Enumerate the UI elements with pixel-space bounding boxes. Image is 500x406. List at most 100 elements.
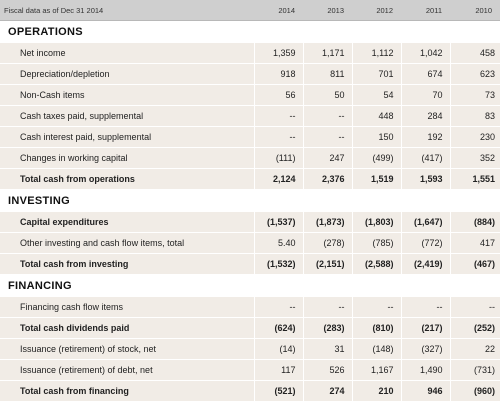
row-value: 1,359 — [253, 42, 303, 64]
table-row: Changes in working capital (111) 247 (499)(… — [0, 147, 500, 169]
row-value: 274 — [302, 380, 352, 402]
section-title: OPERATIONS — [0, 20, 500, 43]
row-value: (1,647) — [400, 211, 450, 233]
row-value: 1,167 — [351, 359, 401, 381]
row-value: 946 — [400, 380, 450, 402]
row-value: (467) — [449, 253, 500, 275]
section-title: FINANCING — [0, 274, 500, 297]
row-value: 623 — [449, 63, 500, 85]
table-row: Capital expenditures (1,537) (1,873) (1,803… — [0, 211, 500, 233]
row-value: 448 — [351, 105, 401, 127]
row-value: (884) — [449, 211, 500, 233]
row-value: (417) — [400, 147, 450, 169]
row-value: 701 — [351, 63, 401, 85]
row-value: 50 — [302, 84, 352, 106]
row-value: 1,593 — [400, 168, 450, 190]
table-row: Issuance (retirement) of stock, net (14) 3… — [0, 338, 500, 360]
row-value: (14) — [253, 338, 303, 360]
year-header: 2011 — [401, 0, 450, 21]
row-value: (111) — [253, 147, 303, 169]
row-value: 70 — [400, 84, 450, 106]
row-value: 674 — [400, 63, 450, 85]
row-value: 31 — [302, 338, 352, 360]
row-value: (2,151) — [302, 253, 352, 275]
row-value: 2,376 — [302, 168, 352, 190]
table-row: Cash interest paid, supplemental -- -- 150 1… — [0, 126, 500, 148]
row-value: 56 — [253, 84, 303, 106]
row-value: 1,490 — [400, 359, 450, 381]
row-value: 247 — [302, 147, 352, 169]
row-value: 117 — [253, 359, 303, 381]
row-value: (810) — [351, 317, 401, 339]
header-row: Fiscal data as of Dec 31 2014 2014 2013 … — [0, 0, 500, 21]
row-value: (217) — [400, 317, 450, 339]
row-value: 83 — [449, 105, 500, 127]
row-label: Total cash from financing — [0, 380, 254, 402]
row-label: Net income — [0, 42, 254, 64]
table-row: Cash taxes paid, supplemental -- -- 448 284 8… — [0, 105, 500, 127]
row-value: -- — [302, 105, 352, 127]
row-value: (278) — [302, 232, 352, 254]
table-row: Financing cash flow items -- -- -- -- -- — [0, 296, 500, 318]
row-value: -- — [253, 126, 303, 148]
row-value: (1,873) — [302, 211, 352, 233]
row-value: (327) — [400, 338, 450, 360]
section-header: FINANCING — [0, 274, 500, 297]
row-value: -- — [449, 296, 500, 318]
table-row: Net income 1,359 1,171 1,112 1,042 458 — [0, 42, 500, 64]
section-header: INVESTING — [0, 189, 500, 212]
row-value: -- — [302, 296, 352, 318]
row-value: 210 — [351, 380, 401, 402]
table-row: Total cash from operations 2,124 2,376 1,51… — [0, 168, 500, 190]
table-row: Total cash dividends paid (624) (283) (810)… — [0, 317, 500, 339]
row-label: Financing cash flow items — [0, 296, 254, 318]
row-value: 2,124 — [253, 168, 303, 190]
row-value: (960) — [449, 380, 500, 402]
year-header: 2013 — [303, 0, 352, 21]
row-label: Capital expenditures — [0, 211, 254, 233]
year-header: 2012 — [352, 0, 401, 21]
row-value: (624) — [253, 317, 303, 339]
year-header: 2010 — [450, 0, 500, 21]
row-label: Depreciation/depletion — [0, 63, 254, 85]
row-value: 458 — [449, 42, 500, 64]
row-value: 73 — [449, 84, 500, 106]
row-value: 526 — [302, 359, 352, 381]
row-value: 22 — [449, 338, 500, 360]
row-value: 5.40 — [253, 232, 303, 254]
row-label: Other investing and cash flow items, tot… — [0, 232, 254, 254]
row-value: -- — [351, 296, 401, 318]
section-title: INVESTING — [0, 189, 500, 212]
row-value: (1,537) — [253, 211, 303, 233]
row-value: -- — [253, 105, 303, 127]
table-row: Issuance (retirement) of debt, net 117 526… — [0, 359, 500, 381]
row-value: 918 — [253, 63, 303, 85]
row-value: (731) — [449, 359, 500, 381]
row-value: (499) — [351, 147, 401, 169]
row-value: 150 — [351, 126, 401, 148]
row-value: (785) — [351, 232, 401, 254]
row-value: 192 — [400, 126, 450, 148]
row-value: 230 — [449, 126, 500, 148]
row-value: -- — [253, 296, 303, 318]
table-row: Non-Cash items 56 50 54 70 73 — [0, 84, 500, 106]
row-value: 1,171 — [302, 42, 352, 64]
row-value: (1,532) — [253, 253, 303, 275]
row-label: Changes in working capital — [0, 147, 254, 169]
row-value: (2,588) — [351, 253, 401, 275]
year-header: 2014 — [254, 0, 303, 21]
row-value: (283) — [302, 317, 352, 339]
row-value: 1,112 — [351, 42, 401, 64]
row-value: (772) — [400, 232, 450, 254]
row-label: Cash interest paid, supplemental — [0, 126, 254, 148]
row-value: 1,042 — [400, 42, 450, 64]
row-value: (252) — [449, 317, 500, 339]
row-value: 1,519 — [351, 168, 401, 190]
fiscal-date-label: Fiscal data as of Dec 31 2014 — [0, 0, 254, 21]
table-row: Total cash from investing (1,532) (2,151)(… — [0, 253, 500, 275]
row-label: Total cash dividends paid — [0, 317, 254, 339]
row-label: Issuance (retirement) of debt, net — [0, 359, 254, 381]
row-value: 352 — [449, 147, 500, 169]
